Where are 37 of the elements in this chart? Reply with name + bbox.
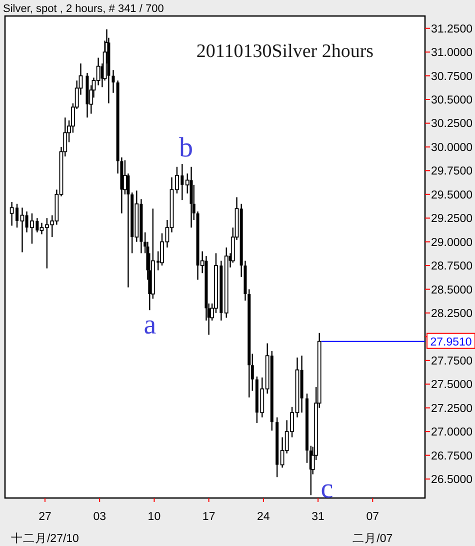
y-tick-label: 27.5000 xyxy=(431,379,473,392)
x-tick-label: 31 xyxy=(312,511,324,523)
y-tick-label: 30.0000 xyxy=(431,142,473,154)
ref-line-label: 27.9510 xyxy=(430,336,472,348)
y-tick-label: 29.2500 xyxy=(431,213,473,226)
x-tick-label: 17 xyxy=(202,511,216,523)
y-tick-label: 27.7500 xyxy=(431,355,473,368)
y-tick-label: 27.2500 xyxy=(431,402,473,415)
y-tick-label: 26.7500 xyxy=(431,450,473,462)
y-tick-label: 29.7500 xyxy=(431,166,473,178)
y-tick-label: 28.2500 xyxy=(431,308,473,320)
candlestick xyxy=(20,207,24,253)
y-tick-label: 30.7500 xyxy=(431,70,473,83)
x-tick-label: 27 xyxy=(38,511,52,523)
annotation: c xyxy=(320,474,334,504)
candlestick xyxy=(112,69,115,94)
text: 20110130Silver 2hours xyxy=(196,41,374,62)
candlestick xyxy=(190,166,193,228)
annotation: b xyxy=(179,132,193,164)
y-tick-label: 30.5000 xyxy=(431,94,473,106)
x2-tick-label: 十二月/27/10 xyxy=(10,532,79,545)
x-tick-label: 03 xyxy=(93,511,106,523)
y-tick-label: 30.2500 xyxy=(431,118,473,130)
y-tick-label: 28.7500 xyxy=(431,260,473,273)
y-tick-label: 28.5000 xyxy=(431,284,473,296)
x-tick-label: 24 xyxy=(257,511,270,523)
x-tick-label: 07 xyxy=(366,511,380,523)
y-tick-label: 29.0000 xyxy=(431,236,473,249)
y-tick-label: 31.0000 xyxy=(431,47,473,60)
x-tick-label: 10 xyxy=(148,511,161,523)
chart-subtitle: Silver, spot , 2 hours, # 341 / 700 xyxy=(3,3,164,15)
y-tick-label: 31.2500 xyxy=(431,23,473,36)
y-tick-label: 26.5000 xyxy=(431,474,473,486)
x2-tick-label: 二月/07 xyxy=(352,532,393,545)
y-tick-label: 29.5000 xyxy=(431,189,473,202)
y-tick-label: 27.0000 xyxy=(431,426,473,439)
annotation: a xyxy=(144,310,157,340)
